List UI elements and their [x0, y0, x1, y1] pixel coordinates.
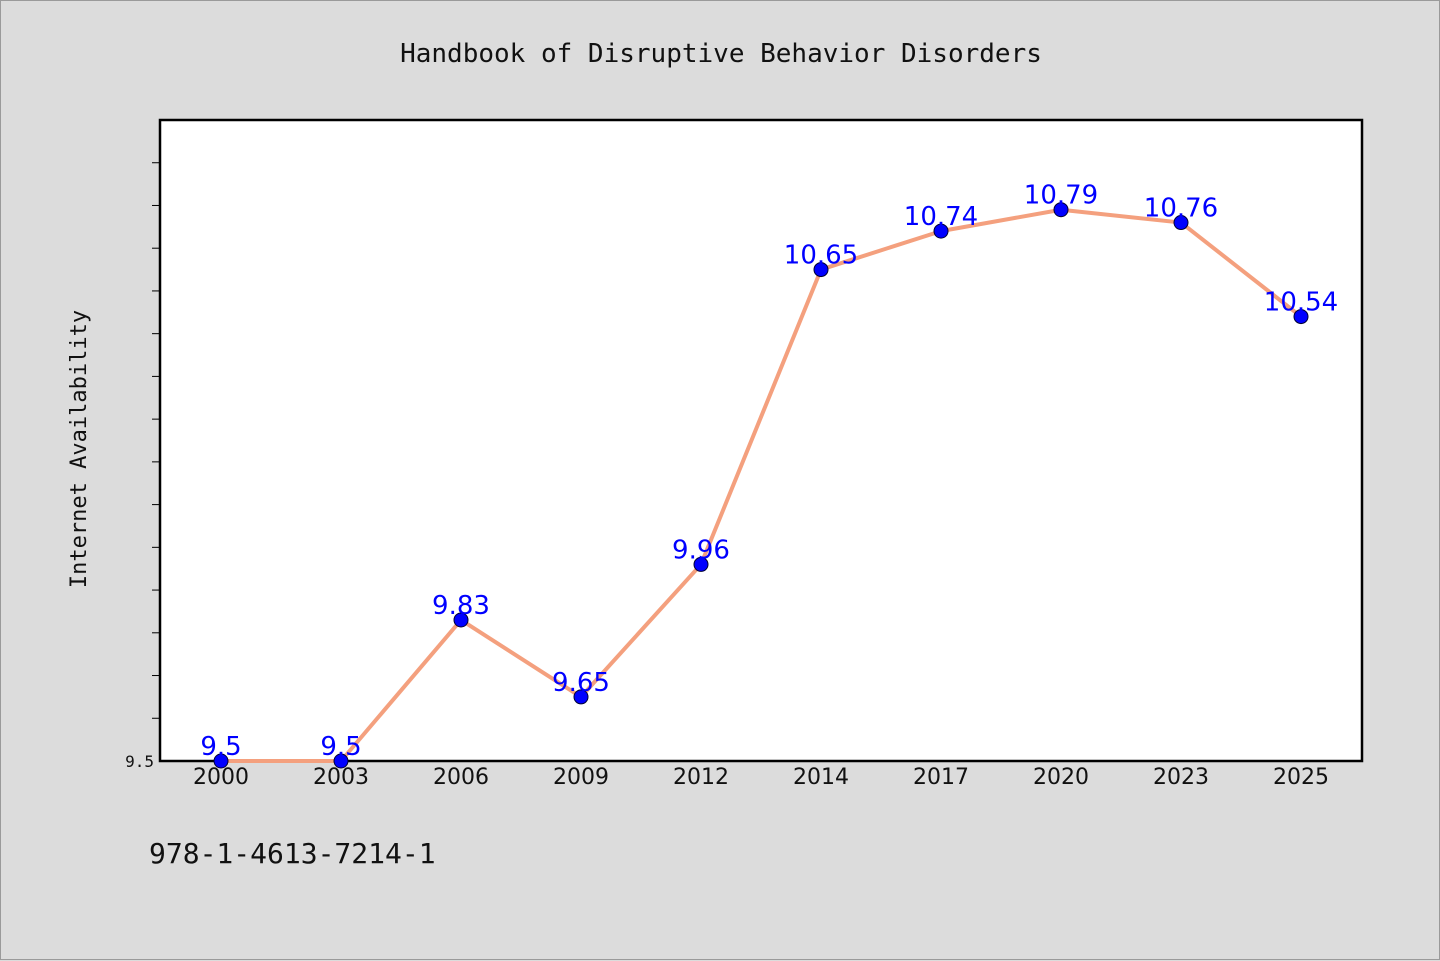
data-point [333, 753, 349, 769]
data-point [1053, 202, 1069, 218]
isbn-footnote: 978-1-4613-7214-1 [149, 837, 436, 870]
data-point [573, 689, 589, 705]
x-tick-label: 2023 [1153, 765, 1209, 790]
chart-title: Handbook of Disruptive Behavior Disorder… [400, 39, 1042, 69]
series-line [221, 207, 1303, 763]
data-point [453, 612, 469, 628]
x-tick-label: 2017 [913, 765, 969, 790]
data-label: 10.76 [1144, 194, 1218, 224]
x-tick-label: 2009 [553, 765, 609, 790]
plot-area [158, 118, 1364, 763]
x-tick-label: 2003 [313, 765, 369, 790]
x-tick-label: 2020 [1033, 765, 1089, 790]
y-axis-ticks: 9.5 [125, 162, 160, 771]
data-label: 9.5 [200, 732, 241, 762]
x-tick-label: 2012 [673, 765, 729, 790]
x-tick-label: 2025 [1273, 765, 1329, 790]
data-label: 9.5 [320, 732, 361, 762]
data-label: 10.65 [784, 241, 858, 271]
data-point [1173, 215, 1189, 231]
data-point [693, 556, 709, 572]
x-tick-label: 2000 [193, 765, 249, 790]
data-label: 9.65 [552, 668, 610, 698]
data-label: 10.79 [1024, 181, 1098, 211]
data-point [933, 223, 949, 239]
series-layer [213, 202, 1309, 769]
data-labels-layer: 9.5 9.5 9.83 9.65 9.96 10.65 10.74 10.79 10.76 10… [200, 181, 1338, 762]
data-label: 10.54 [1264, 288, 1338, 318]
y-axis-label: Internet Availability [67, 310, 92, 588]
data-label: 9.83 [432, 591, 490, 621]
y-tick-label: 9.5 [125, 752, 154, 771]
data-label: 10.74 [904, 202, 978, 232]
data-point [813, 262, 829, 278]
x-tick-label: 2006 [433, 765, 489, 790]
data-point [1293, 309, 1309, 325]
data-label: 9.96 [672, 535, 730, 565]
x-tick-label: 2014 [793, 765, 849, 790]
data-point [213, 753, 229, 769]
x-axis-ticks: 2000 2003 2006 2009 2012 2014 2017 2020 2023 2025 [193, 765, 1329, 790]
